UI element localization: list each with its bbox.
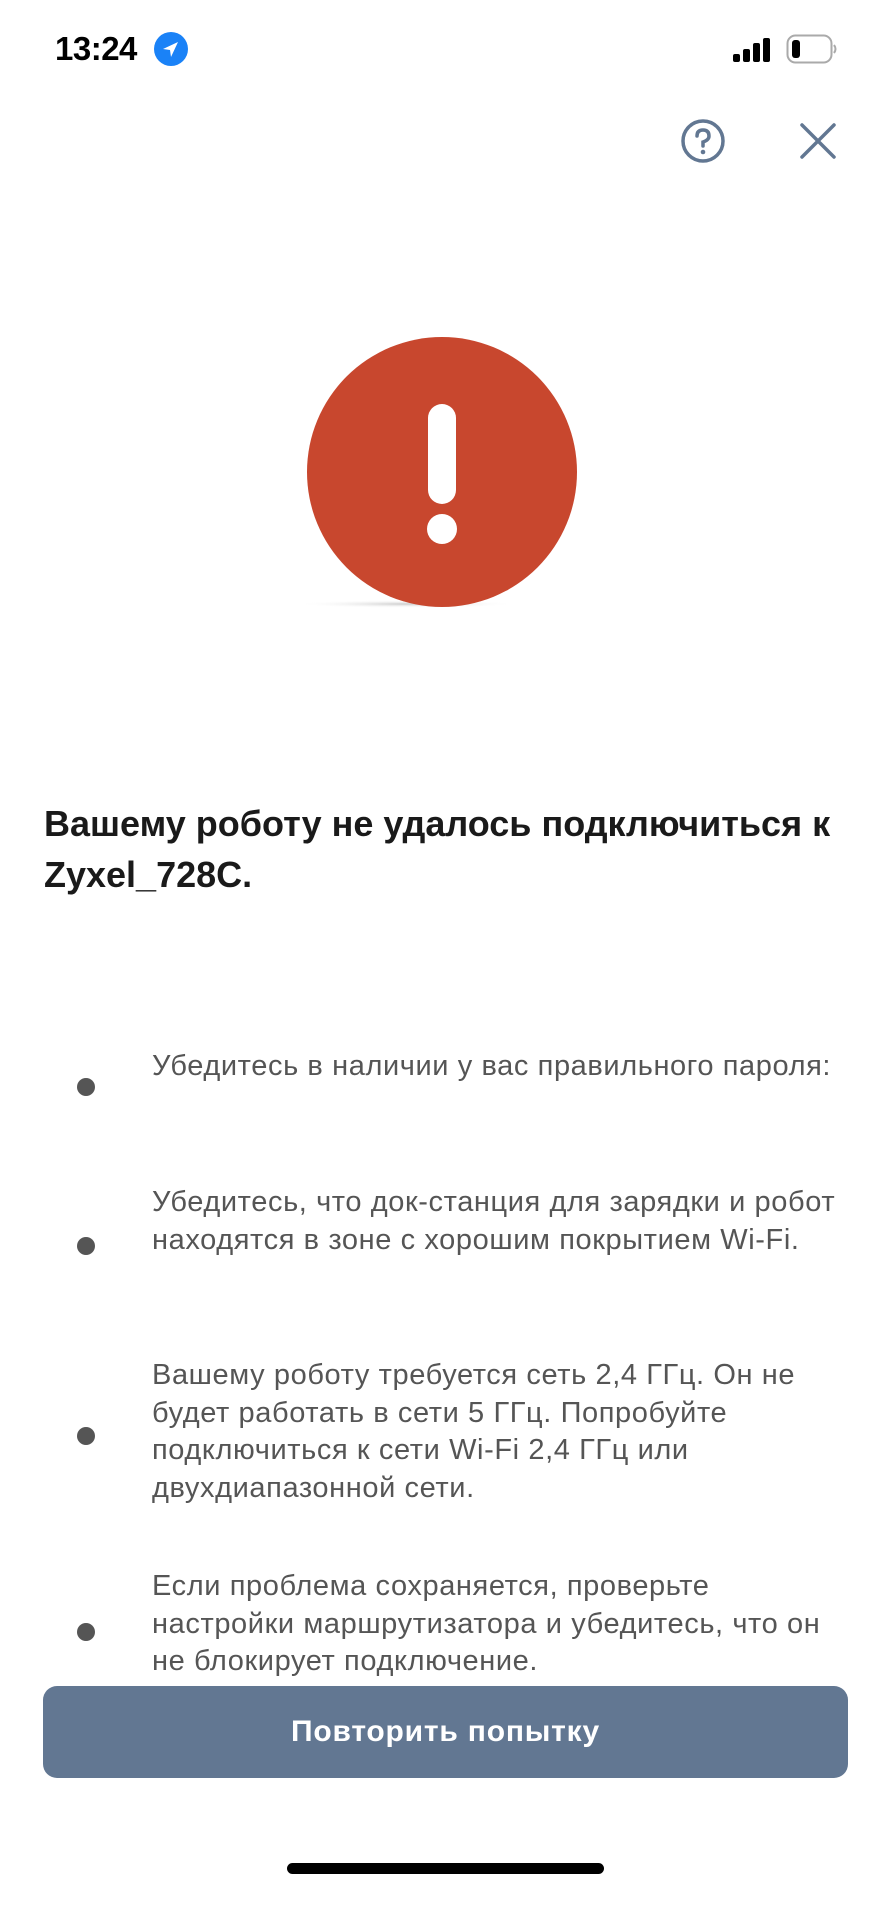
- retry-button[interactable]: Повторить попытку: [43, 1686, 848, 1778]
- tip-text: Вашему роботу требуется сеть 2,4 ГГц. Он…: [152, 1359, 796, 1504]
- home-indicator[interactable]: [287, 1863, 604, 1874]
- bullet-icon: [77, 1427, 95, 1445]
- bullet-icon: [77, 1078, 95, 1096]
- status-time: 13:24: [55, 30, 137, 67]
- tip-text: Если проблема сохраняется, проверьте нас…: [152, 1570, 821, 1677]
- question-circle-icon[interactable]: [679, 117, 727, 165]
- location-arrow-icon: [154, 32, 188, 66]
- battery-low-icon: [786, 34, 837, 64]
- cellular-signal-icon: [733, 38, 770, 62]
- exclamation-circle-icon: [306, 337, 577, 608]
- error-title: Вашему роботу не удалось подключиться к …: [44, 803, 831, 895]
- bullet-icon: [77, 1237, 95, 1255]
- close-icon[interactable]: [796, 119, 840, 163]
- tip-text: Убедитесь, что док-станция для зарядки и…: [152, 1186, 836, 1256]
- tip-text: Убедитесь в наличии у вас правильного па…: [152, 1050, 832, 1082]
- bullet-icon: [77, 1623, 95, 1641]
